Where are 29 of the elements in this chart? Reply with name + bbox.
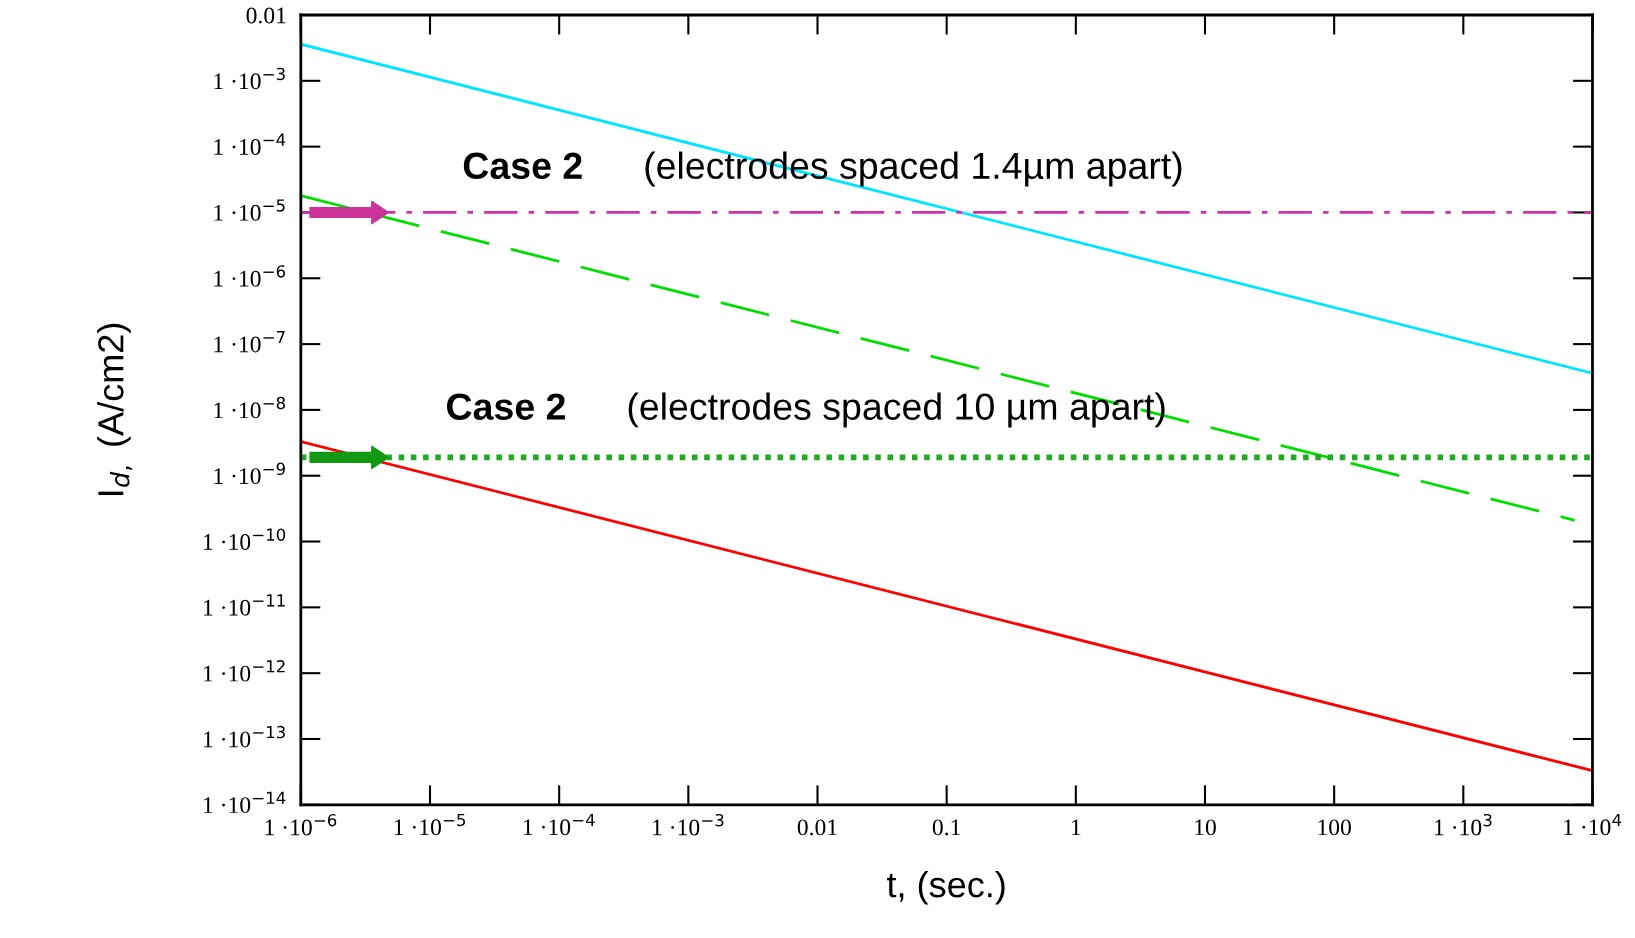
- x-tick-label: 1 ·10$^{3}$: [1435, 813, 1492, 836]
- x-tick-label: 100: [1318, 819, 1351, 836]
- y-tick-label: 1 ·10$^{−9}$: [214, 462, 285, 485]
- y-tick-label: 1 ·10$^{−10}$: [204, 528, 286, 550]
- y-tick-label: 1 ·10$^{−13}$: [204, 725, 285, 748]
- annotation: Case 2: [447, 393, 565, 420]
- annotation: (electrodes spaced 10 µm apart): [628, 392, 1165, 428]
- y-tick-label: 1 ·10$^{−7}$: [214, 331, 285, 353]
- x-tick-label: 1 ·10$^{4}$: [1564, 813, 1622, 836]
- x-tick-label: 1 ·10$^{−6}$: [265, 813, 337, 836]
- x-tick-label: 1: [1072, 819, 1081, 836]
- x-tick-label: 1 ·10$^{−4}$: [523, 813, 595, 836]
- y-tick-label: 1 ·10$^{−3}$: [214, 67, 285, 90]
- x-axis-title: t, (sec.): [887, 870, 1005, 905]
- x-tick-label: 0.1: [932, 819, 961, 836]
- y-tick-label: 1 ·10$^{−6}$: [214, 265, 286, 287]
- y-tick-label: 0.01: [246, 7, 286, 24]
- y-tick-label: 1 ·10$^{−12}$: [204, 660, 285, 682]
- y-tick-label: 1 ·10$^{−4}$: [214, 133, 286, 155]
- x-tick-label: 1 ·10$^{−3}$: [653, 813, 724, 836]
- y-tick-label: 1 ·10$^{−14}$: [204, 791, 286, 814]
- x-tick-label: 0.01: [797, 819, 837, 836]
- y-tick-label: 1 ·10$^{−8}$: [214, 396, 285, 419]
- annotation: Case 2: [463, 152, 582, 180]
- x-tick-label: 10: [1195, 819, 1216, 836]
- y-tick-label: 1 ·10$^{−11}$: [204, 594, 285, 616]
- y-tick-label: 1 ·10$^{−5}$: [214, 199, 285, 221]
- y-axis-title: I$_{d,}$ (A/cm2): [97, 323, 133, 496]
- x-tick-label: 1 ·10$^{−5}$: [394, 813, 466, 836]
